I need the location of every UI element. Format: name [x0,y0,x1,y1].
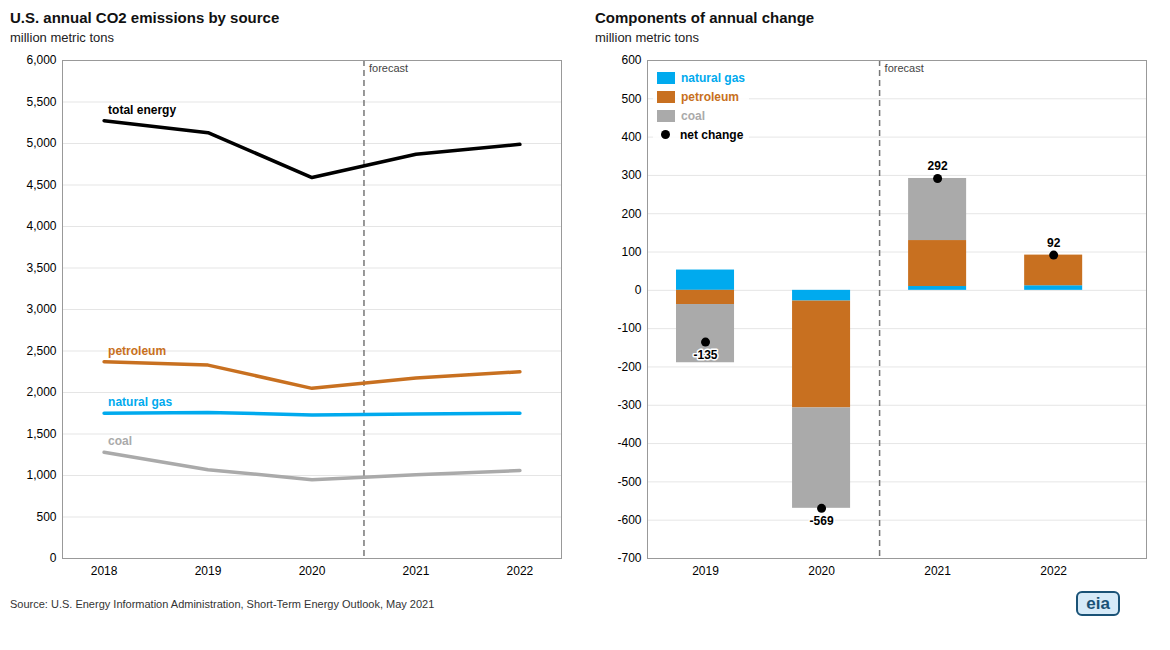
svg-text:2019: 2019 [195,564,222,578]
svg-text:2021: 2021 [924,564,951,578]
svg-text:petroleum: petroleum [108,344,166,358]
svg-text:5,500: 5,500 [26,95,56,109]
svg-text:-135: -135 [694,348,718,362]
svg-text:6,000: 6,000 [26,53,56,67]
svg-text:3,000: 3,000 [26,302,56,316]
html-text:Source: U.S. Energy Informatio: Source: U.S. Energy Information Administ… [10,598,435,610]
svg-text:2020: 2020 [299,564,326,578]
svg-text:5,000: 5,000 [26,136,56,150]
svg-text:-300: -300 [617,398,641,412]
svg-text:2021: 2021 [403,564,430,578]
svg-text:1,500: 1,500 [26,427,56,441]
html-text:U.S. annual CO2 emissions by s: U.S. annual CO2 emissions by source [10,9,280,26]
svg-text:300: 300 [621,168,641,182]
svg-text:0: 0 [50,551,57,565]
svg-text:0: 0 [635,283,642,297]
svg-text:200: 200 [621,207,641,221]
html-text:million metric tons: million metric tons [10,30,114,45]
svg-text:2020: 2020 [808,564,835,578]
svg-text:1,000: 1,000 [26,468,56,482]
html-text:natural gas: natural gas [681,70,745,85]
svg-text:2022: 2022 [507,564,534,578]
html-text:net change: net change [680,127,744,142]
svg-text:500: 500 [621,92,641,106]
svg-text:-700: -700 [617,551,641,565]
svg-text:92: 92 [1047,236,1061,250]
svg-text:2019: 2019 [692,564,719,578]
svg-text:-600: -600 [617,513,641,527]
svg-text:400: 400 [621,130,641,144]
svg-text:292: 292 [928,159,948,173]
html-text:Components of annual change: Components of annual change [595,9,815,26]
html-text:million metric tons: million metric tons [595,30,699,45]
svg-text:2,000: 2,000 [26,385,56,399]
svg-text:coal: coal [108,434,132,448]
svg-text:600: 600 [621,53,641,67]
svg-text:3,500: 3,500 [26,261,56,275]
svg-text:natural gas: natural gas [108,395,172,409]
svg-text:forecast: forecast [369,62,408,74]
svg-text:2,500: 2,500 [26,344,56,358]
svg-text:4,000: 4,000 [26,219,56,233]
svg-text:-569: -569 [810,514,834,528]
svg-text:2022: 2022 [1040,564,1067,578]
svg-text:forecast: forecast [885,62,924,74]
html-text:eia: eia [1086,594,1110,613]
svg-text:2018: 2018 [91,564,118,578]
svg-text:500: 500 [36,510,56,524]
html-text:petroleum: petroleum [681,89,739,104]
svg-text:4,500: 4,500 [26,178,56,192]
html-text:coal: coal [681,108,705,123]
svg-text:-200: -200 [617,360,641,374]
svg-text:-500: -500 [617,475,641,489]
svg-text:total energy: total energy [108,103,176,117]
svg-text:-400: -400 [617,436,641,450]
svg-text:100: 100 [621,245,641,259]
svg-text:-100: -100 [617,321,641,335]
